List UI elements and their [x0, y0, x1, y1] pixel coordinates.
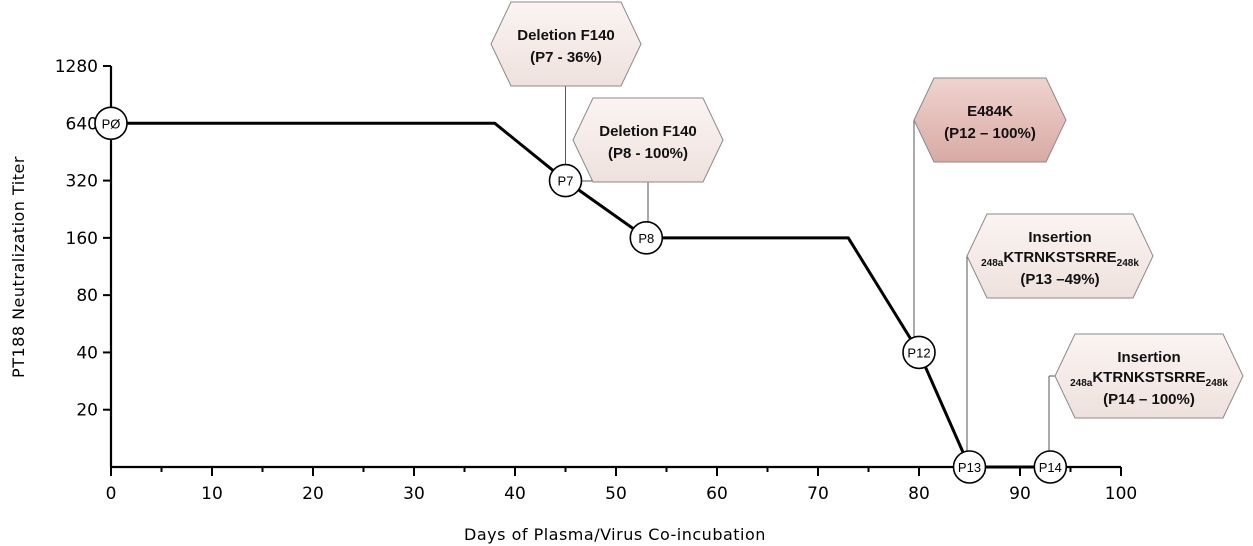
x-tick-label: 60: [706, 484, 728, 504]
y-tick-label: 320: [66, 172, 98, 192]
annotation-p13: Insertion 248aKTRNKSTSRRE248k (P13 –49%): [966, 213, 1154, 299]
callout-passage: (P14 – 100%): [1103, 391, 1195, 408]
marker-circle: [548, 163, 583, 198]
y-tick-label: 640: [66, 114, 98, 134]
annotation-callouts: Deletion F140 (P7 - 36%) Deletion F140 (P8 …: [490, 1, 1244, 419]
annotation-p8: Deletion F140 (P8 - 100%): [572, 97, 724, 183]
callout-hexagon: [490, 1, 642, 87]
y-tick-label: 20: [76, 401, 98, 421]
marker-p13: P13: [952, 450, 987, 484]
y-tick-label: 1280: [55, 57, 98, 77]
callout-hexagon: [572, 97, 724, 183]
marker-circle: [629, 221, 664, 255]
y-axis: 1280 640 320 160 80 40 20: [55, 57, 113, 467]
callout-passage: (P12 – 100%): [944, 125, 1036, 142]
marker-label: P7: [558, 174, 574, 189]
marker-circle: [952, 450, 987, 484]
x-tick-label: 0: [106, 484, 117, 504]
marker-label: P14: [1039, 460, 1062, 475]
y-tick-label: 40: [76, 343, 98, 363]
marker-label: P12: [907, 345, 930, 360]
marker-po: PØ: [94, 106, 128, 141]
annotation-p12: E484K (P12 – 100%): [913, 77, 1067, 163]
annotation-leaders: [565, 86, 1055, 451]
annotation-p14: Insertion 248aKTRNKSTSRRE248k (P14 – 100%): [1054, 333, 1244, 419]
x-tick-label: 70: [807, 484, 829, 504]
callout-title: E484K: [967, 103, 1013, 120]
x-tick-label: 90: [1009, 484, 1031, 504]
x-tick-label: 100: [1105, 484, 1137, 504]
callout-sequence: 248aKTRNKSTSRRE248k: [1070, 369, 1228, 389]
callout-hexagon: [1054, 333, 1244, 419]
marker-p14: P14: [1033, 450, 1068, 484]
marker-circle: [1033, 450, 1068, 484]
callout-passage: (P13 –49%): [1020, 271, 1099, 288]
x-tick-label: 50: [605, 484, 627, 504]
callout-sequence: 248aKTRNKSTSRRE248k: [981, 249, 1139, 269]
callout-title: Insertion: [1117, 349, 1180, 366]
annotation-p7: Deletion F140 (P7 - 36%): [490, 1, 642, 87]
marker-p8: P8: [629, 221, 664, 255]
callout-passage: (P8 - 100%): [608, 145, 688, 162]
y-axis-title: PT188 Neutralization Titer: [9, 156, 28, 378]
callout-title: Deletion F140: [599, 123, 697, 140]
marker-label: P13: [958, 460, 981, 475]
callout-hexagon: [966, 213, 1154, 299]
callout-hexagon: [913, 77, 1067, 163]
titer-series: [111, 121, 1051, 469]
x-tick-label: 20: [302, 484, 324, 504]
callout-title: Deletion F140: [517, 27, 615, 44]
y-tick-label: 80: [76, 286, 98, 306]
marker-p12: P12: [902, 335, 936, 370]
marker-circle: [902, 335, 936, 370]
x-tick-label: 30: [403, 484, 425, 504]
x-tick-label: 40: [504, 484, 526, 504]
passage-markers: PØ P7 P8 P12 P13 P14: [94, 106, 1068, 484]
callout-title: Insertion: [1028, 229, 1091, 246]
marker-label: PØ: [102, 116, 121, 131]
marker-p7: P7: [548, 163, 583, 198]
callout-passage: (P7 - 36%): [530, 49, 602, 66]
x-tick-label: 80: [908, 484, 930, 504]
x-tick-label: 10: [201, 484, 223, 504]
y-tick-label: 160: [66, 229, 98, 249]
marker-circle: [94, 106, 128, 141]
marker-label: P8: [638, 231, 654, 246]
x-axis-title: Days of Plasma/Virus Co-incubation: [464, 525, 766, 544]
titer-line: [111, 121, 1051, 469]
